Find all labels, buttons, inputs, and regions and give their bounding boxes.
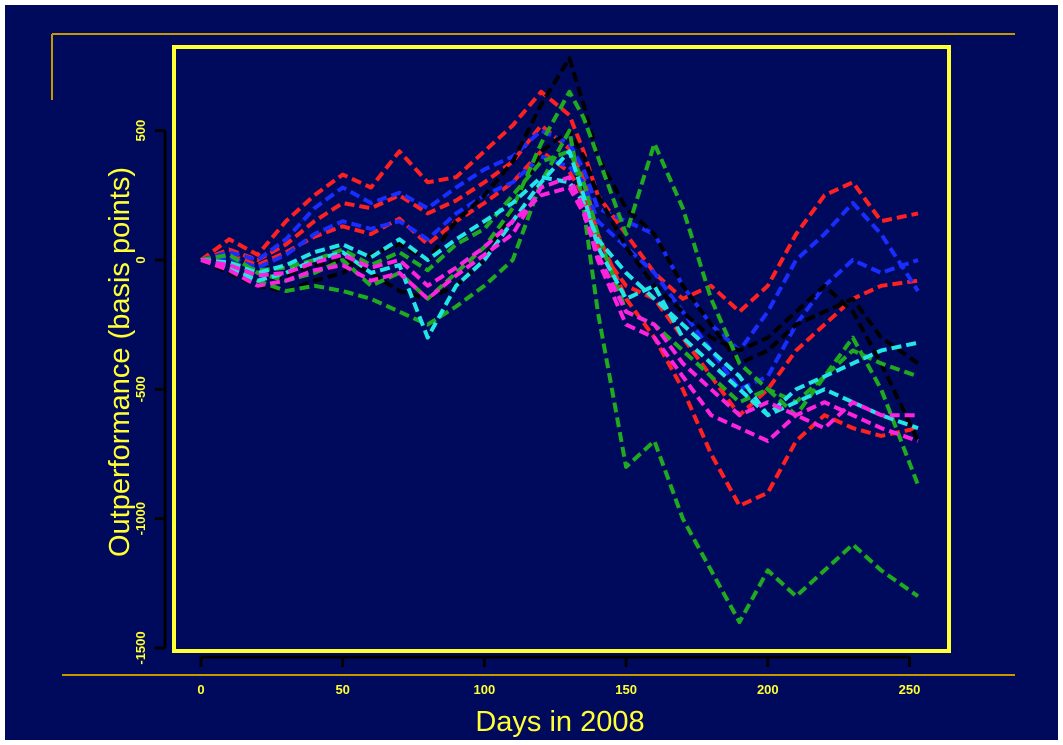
series-line-11 [200,149,919,418]
series-line-14 [200,185,918,431]
y-tick-label: -1500 [133,631,148,664]
series-line-3 [200,149,919,418]
x-axis-title: Days in 2008 [475,706,644,738]
x-tick-label: 200 [757,682,779,697]
series-line-5 [200,154,919,392]
y-tick-label: -1000 [133,502,148,535]
x-tick-label: 0 [197,682,204,697]
line-chart: 0 50 100 150 200 250 -1500 -1000 -500 0 500 Days … [51,33,1015,738]
y-axis: -1500 -1000 -500 0 500 [133,120,167,665]
series-line-12 [200,175,919,430]
series-line-1 [199,89,919,314]
x-tick-label: 150 [615,682,637,697]
x-axis: 0 50 100 150 200 250 [197,655,921,697]
series-line-10 [200,149,919,418]
x-tick-label: 100 [474,682,496,697]
series-layer [199,56,920,625]
series-line-4 [200,128,920,353]
y-tick-label: -500 [133,376,148,402]
y-tick-label: 500 [133,120,148,142]
y-axis-title: Outperformance (basis points) [104,167,136,557]
plot-frame [172,45,951,653]
x-tick-label: 50 [335,682,349,697]
series-line-2 [200,123,919,508]
series-line-8 [200,128,920,625]
series-line-6 [200,56,920,366]
slide-background: 0 50 100 150 200 250 -1500 -1000 -500 0 500 Days … [5,5,1058,740]
series-line-13 [200,175,919,443]
y-tick-label: 0 [133,256,148,263]
x-tick-label: 250 [899,682,921,697]
